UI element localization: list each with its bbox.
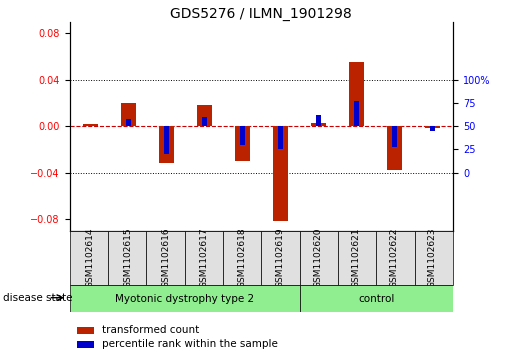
Title: GDS5276 / ILMN_1901298: GDS5276 / ILMN_1901298: [170, 7, 352, 21]
Bar: [126, 119, 131, 126]
Bar: [316, 115, 321, 126]
Bar: [300, 285, 453, 312]
Text: GSM1102614: GSM1102614: [86, 228, 95, 288]
Bar: [235, 126, 250, 161]
Bar: [159, 126, 174, 163]
Text: GSM1102622: GSM1102622: [390, 228, 399, 288]
Bar: [184, 231, 223, 285]
Bar: [338, 231, 376, 285]
Bar: [197, 105, 212, 126]
Bar: [240, 126, 245, 145]
Text: control: control: [358, 294, 394, 303]
Bar: [430, 126, 435, 131]
Text: GSM1102618: GSM1102618: [238, 227, 247, 288]
Text: GSM1102623: GSM1102623: [428, 228, 437, 288]
Bar: [311, 123, 326, 126]
Bar: [273, 126, 288, 221]
Text: transformed count: transformed count: [102, 326, 199, 335]
Bar: [70, 285, 300, 312]
Bar: [415, 231, 453, 285]
Bar: [278, 126, 283, 149]
Text: GSM1102615: GSM1102615: [124, 227, 133, 288]
Bar: [354, 101, 358, 126]
Bar: [121, 103, 136, 126]
Text: GSM1102621: GSM1102621: [352, 228, 361, 288]
Bar: [261, 231, 300, 285]
Text: GSM1102617: GSM1102617: [200, 227, 209, 288]
Text: GSM1102619: GSM1102619: [276, 227, 285, 288]
Bar: [164, 126, 169, 154]
Text: GSM1102616: GSM1102616: [162, 227, 171, 288]
Bar: [108, 231, 146, 285]
Bar: [77, 327, 94, 334]
Bar: [349, 62, 364, 126]
Bar: [387, 126, 402, 170]
Text: Myotonic dystrophy type 2: Myotonic dystrophy type 2: [115, 294, 254, 303]
Text: percentile rank within the sample: percentile rank within the sample: [102, 339, 278, 349]
Bar: [425, 126, 440, 129]
Text: disease state: disease state: [3, 293, 72, 303]
Bar: [392, 126, 397, 147]
Bar: [300, 231, 338, 285]
Bar: [202, 117, 207, 126]
Bar: [77, 341, 94, 348]
Bar: [83, 124, 98, 126]
Bar: [146, 231, 184, 285]
Bar: [223, 231, 262, 285]
Text: GSM1102620: GSM1102620: [314, 228, 323, 288]
Bar: [70, 231, 108, 285]
Bar: [376, 231, 415, 285]
